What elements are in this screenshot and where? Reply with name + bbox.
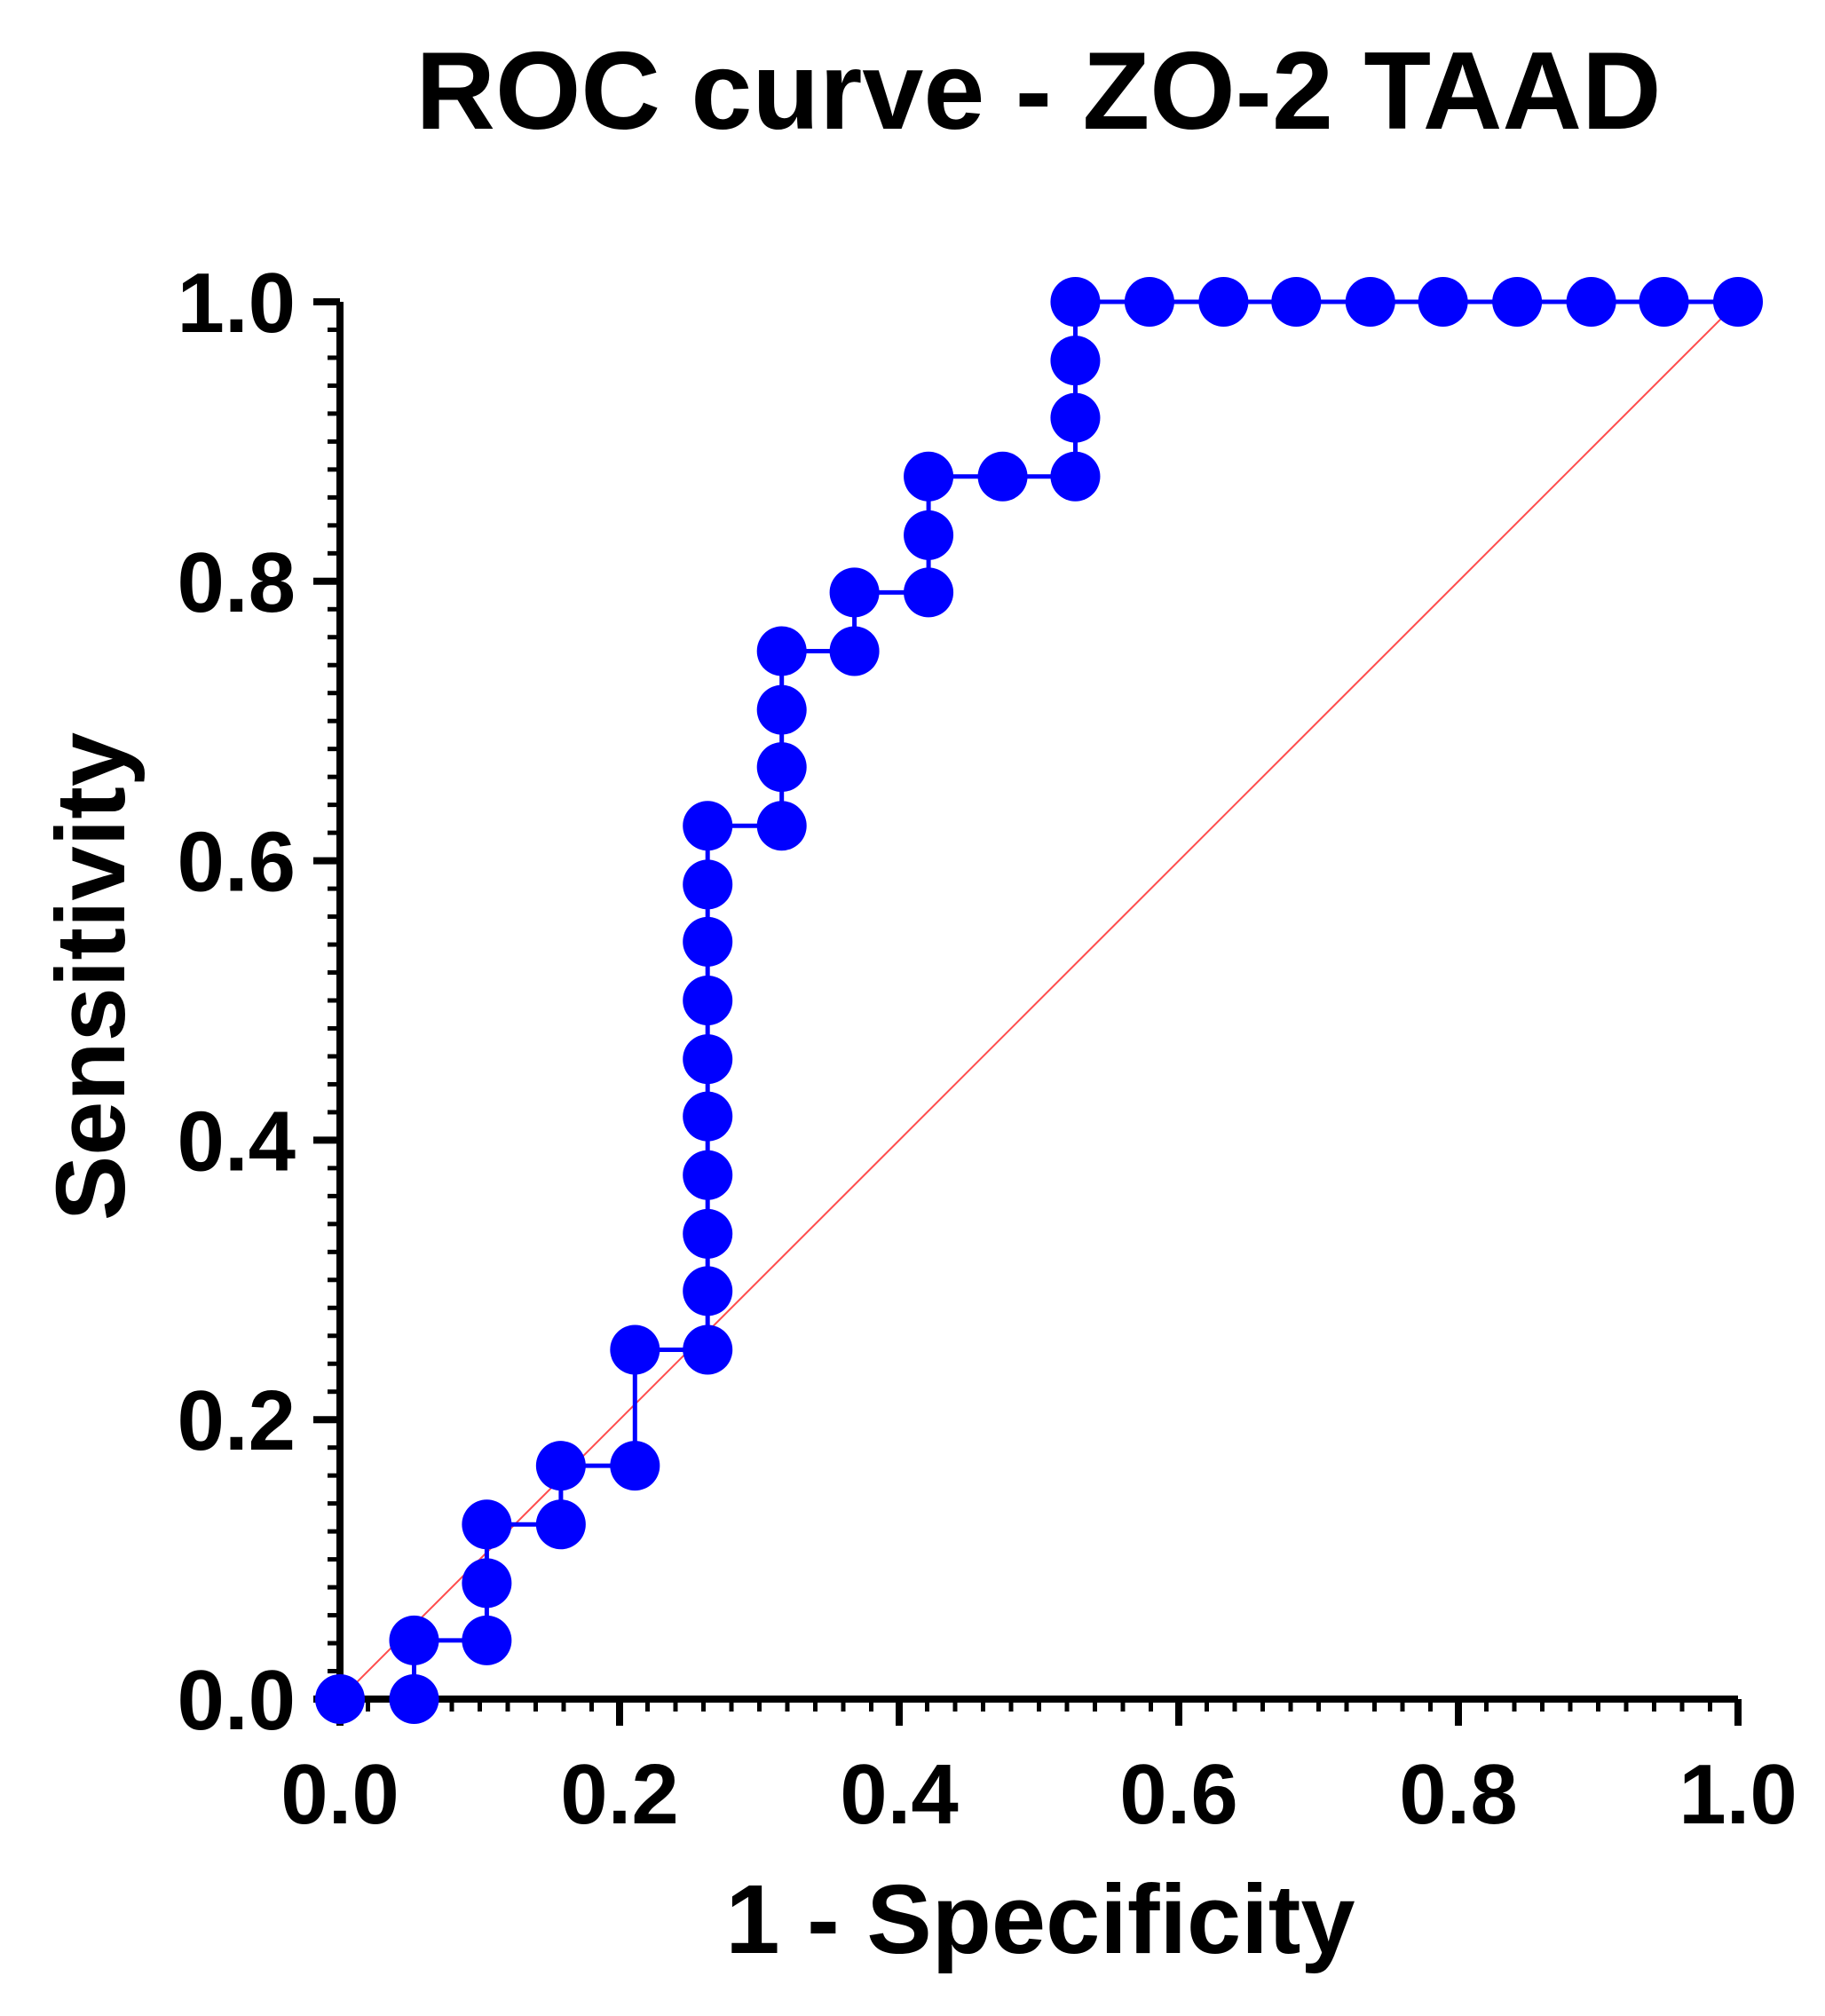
roc-point bbox=[1271, 277, 1322, 327]
roc-point bbox=[683, 976, 733, 1025]
x-tick-label: 0.4 bbox=[840, 1747, 958, 1842]
roc-point bbox=[315, 1674, 365, 1724]
reference-diagonal-line bbox=[339, 301, 1739, 1700]
y-tick-label: 0.4 bbox=[178, 1094, 296, 1189]
roc-point bbox=[1345, 277, 1395, 327]
reference-line-layer bbox=[339, 301, 1739, 1700]
roc-point bbox=[610, 1441, 660, 1491]
roc-point bbox=[756, 742, 807, 793]
roc-point bbox=[904, 567, 954, 618]
roc-point bbox=[1050, 336, 1101, 386]
roc-point bbox=[683, 916, 733, 967]
roc-point bbox=[683, 801, 733, 851]
roc-point bbox=[1492, 277, 1543, 327]
roc-point bbox=[389, 1615, 439, 1665]
roc-point bbox=[1050, 392, 1101, 443]
roc-point bbox=[904, 510, 954, 560]
roc-point bbox=[683, 1266, 733, 1316]
roc-point bbox=[977, 451, 1028, 502]
roc-point bbox=[1198, 277, 1249, 327]
roc-point bbox=[683, 1208, 733, 1259]
x-tick-label: 0.6 bbox=[1119, 1747, 1237, 1842]
x-tick-label: 1.0 bbox=[1679, 1747, 1797, 1842]
roc-point bbox=[535, 1499, 586, 1550]
y-tick-label: 1.0 bbox=[178, 256, 296, 351]
roc-point bbox=[904, 451, 954, 502]
roc-point bbox=[683, 859, 733, 910]
roc-point bbox=[683, 1324, 733, 1375]
roc-point bbox=[1566, 277, 1616, 327]
roc-points-layer bbox=[315, 277, 1763, 1724]
roc-point bbox=[829, 626, 880, 676]
y-tick-label: 0.8 bbox=[178, 535, 296, 630]
roc-point bbox=[389, 1674, 439, 1724]
y-tick-label: 0.6 bbox=[178, 815, 296, 910]
y-axis-label: Sensitivity bbox=[36, 732, 146, 1221]
x-tick-label: 0.0 bbox=[280, 1747, 399, 1842]
roc-point bbox=[756, 684, 807, 735]
roc-point bbox=[756, 801, 807, 851]
roc-point bbox=[1050, 451, 1101, 502]
roc-point bbox=[462, 1615, 512, 1665]
roc-point bbox=[683, 1150, 733, 1200]
x-axis-label: 1 - Specificity bbox=[725, 1865, 1355, 1974]
chart-title: ROC curve - ZO-2 TAAD bbox=[415, 30, 1661, 153]
roc-point bbox=[1639, 277, 1689, 327]
roc-point bbox=[683, 1091, 733, 1142]
roc-point bbox=[1050, 277, 1101, 327]
roc-point bbox=[462, 1558, 512, 1609]
axis-ticks: 0.0 0.2 0.4 0.6 0.8 1.0 0.0 0.2 0.4 0.6 0.8 1.0 bbox=[178, 256, 1797, 1842]
roc-point bbox=[535, 1441, 586, 1491]
roc-point bbox=[462, 1499, 512, 1550]
roc-point bbox=[829, 567, 880, 618]
y-tick-label: 0.0 bbox=[178, 1653, 296, 1748]
x-tick-label: 0.2 bbox=[560, 1747, 678, 1842]
roc-point bbox=[1418, 277, 1468, 327]
x-tick-label: 0.8 bbox=[1399, 1747, 1517, 1842]
roc-point bbox=[683, 1034, 733, 1085]
roc-point bbox=[1713, 277, 1763, 327]
roc-point bbox=[610, 1324, 660, 1375]
roc-point bbox=[756, 626, 807, 676]
roc-point bbox=[1124, 277, 1174, 327]
y-tick-label: 0.2 bbox=[178, 1373, 296, 1468]
